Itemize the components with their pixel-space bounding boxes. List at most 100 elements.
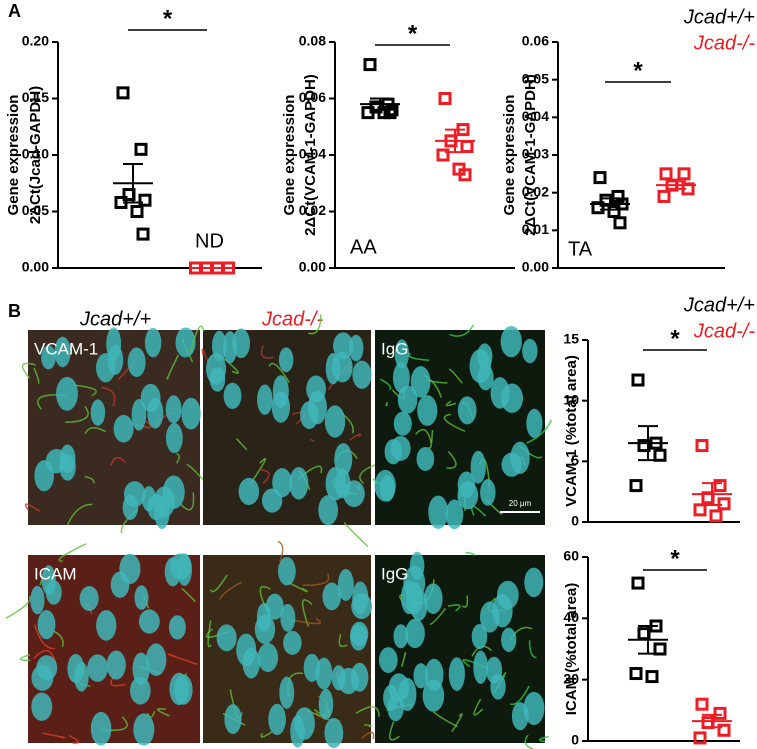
data-point bbox=[695, 439, 709, 453]
fiber bbox=[181, 588, 196, 603]
y-tick-label: 0.06 bbox=[299, 89, 326, 105]
data-point bbox=[695, 697, 709, 711]
data-point bbox=[653, 448, 667, 462]
fiber bbox=[338, 634, 348, 648]
error-bar bbox=[445, 128, 465, 154]
fiber bbox=[415, 428, 432, 444]
nucleus bbox=[445, 499, 464, 530]
fiber bbox=[473, 698, 484, 716]
nucleus bbox=[209, 367, 226, 392]
nucleus bbox=[113, 414, 134, 443]
fiber bbox=[379, 378, 392, 391]
data-point bbox=[645, 670, 659, 684]
fiber bbox=[33, 367, 40, 385]
nucleus bbox=[36, 655, 58, 681]
nucleus bbox=[303, 653, 321, 682]
nucleus bbox=[524, 567, 544, 598]
nucleus bbox=[134, 585, 149, 610]
data-point bbox=[717, 723, 731, 737]
nucleus bbox=[67, 653, 85, 684]
fiber bbox=[147, 710, 156, 718]
nucleus bbox=[322, 582, 342, 611]
y-axis-label: ICAM (%total area) bbox=[563, 583, 580, 716]
nucleus bbox=[37, 610, 56, 640]
fiber bbox=[189, 325, 205, 353]
fiber bbox=[408, 352, 430, 362]
fiber bbox=[167, 653, 198, 666]
nucleus bbox=[165, 395, 182, 424]
fiber bbox=[447, 604, 461, 612]
nucleus bbox=[334, 468, 351, 499]
nucleus bbox=[324, 405, 346, 438]
nucleus bbox=[500, 326, 522, 358]
fiber bbox=[509, 685, 530, 706]
y-tick-label: 0.03 bbox=[522, 146, 549, 162]
nucleus bbox=[523, 691, 545, 725]
nucleus bbox=[352, 360, 372, 389]
data-point bbox=[709, 509, 723, 523]
nucleus bbox=[457, 396, 477, 425]
nucleus bbox=[131, 398, 147, 431]
nucleus bbox=[290, 715, 305, 748]
nucleus bbox=[56, 376, 78, 411]
data-point bbox=[631, 576, 645, 590]
data-point bbox=[363, 58, 377, 72]
nucleus bbox=[278, 556, 296, 586]
nucleus bbox=[337, 568, 354, 601]
nucleus bbox=[54, 336, 71, 368]
fiber bbox=[260, 731, 273, 738]
y-tick-label: 0.05 bbox=[522, 70, 549, 86]
nucleus bbox=[271, 391, 291, 423]
nucleus bbox=[278, 347, 294, 373]
fiber bbox=[446, 450, 457, 469]
data-point bbox=[693, 503, 707, 517]
nucleus bbox=[510, 441, 530, 475]
nucleus bbox=[473, 650, 488, 684]
nucleus bbox=[352, 581, 369, 615]
y-tick-label: 0.02 bbox=[299, 202, 326, 218]
data-point bbox=[458, 168, 472, 182]
nucleus bbox=[490, 673, 506, 700]
y-axis-label: 2ΔCt(VCAM-1-GAPDH) bbox=[302, 74, 319, 236]
data-point bbox=[134, 142, 148, 156]
fiber bbox=[308, 314, 322, 335]
fiber bbox=[355, 706, 380, 717]
data-point bbox=[361, 106, 375, 120]
y-tick-label: 0.05 bbox=[22, 202, 49, 218]
error-bar bbox=[638, 425, 658, 462]
nucleus bbox=[448, 657, 465, 691]
nucleus bbox=[279, 676, 295, 709]
nucleus bbox=[522, 338, 538, 364]
nucleus bbox=[479, 601, 500, 633]
nucleus bbox=[416, 446, 435, 471]
nucleus bbox=[254, 614, 276, 644]
fiber bbox=[84, 475, 95, 484]
fiber bbox=[401, 652, 407, 667]
panel-label: A bbox=[8, 1, 21, 21]
nucleus bbox=[318, 688, 334, 720]
nucleus bbox=[413, 663, 429, 689]
micrograph bbox=[189, 314, 379, 548]
fiber bbox=[5, 595, 31, 620]
nucleus bbox=[140, 383, 161, 413]
nucleus bbox=[138, 609, 160, 634]
nucleus bbox=[350, 624, 368, 651]
nucleus bbox=[127, 347, 146, 378]
nucleus bbox=[132, 652, 150, 686]
fiber bbox=[449, 324, 475, 337]
nucleus bbox=[164, 557, 181, 587]
fiber bbox=[101, 386, 116, 407]
nucleus bbox=[169, 672, 189, 706]
nucleus bbox=[393, 624, 409, 649]
y-axis-label: 2ΔCt(VCAM-1-GAPDH) bbox=[522, 74, 539, 236]
fiber bbox=[465, 551, 476, 556]
fiber bbox=[19, 653, 31, 662]
nucleus bbox=[405, 582, 423, 615]
data-point bbox=[629, 479, 643, 493]
nucleus bbox=[306, 375, 326, 403]
micrograph: VCAM-1 bbox=[21, 327, 208, 534]
fiber bbox=[388, 721, 400, 741]
nucleus bbox=[470, 450, 486, 484]
nucleus bbox=[526, 408, 543, 438]
fiber bbox=[461, 595, 469, 608]
